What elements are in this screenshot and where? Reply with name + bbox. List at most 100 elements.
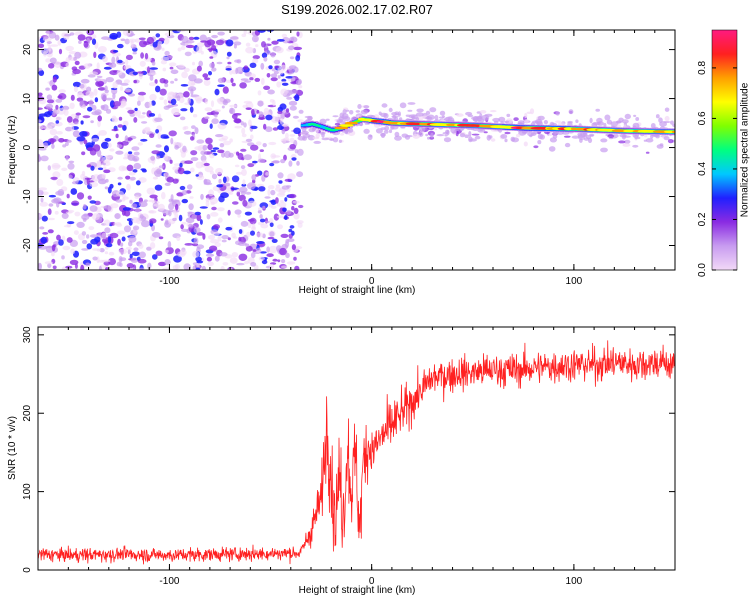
noise-cell (264, 220, 270, 224)
noise-cell (295, 55, 301, 62)
signal-band-cell (305, 123, 309, 126)
signal-halo-cell (549, 132, 553, 136)
noise-cell (154, 79, 158, 84)
noise-cell (190, 157, 199, 162)
signal-halo-cell (663, 136, 670, 141)
noise-cell (86, 243, 93, 250)
noise-cell (103, 169, 111, 174)
noise-cell (89, 205, 98, 212)
signal-halo-cell (430, 132, 434, 138)
noise-cell (245, 245, 253, 252)
signal-halo-cell (315, 128, 319, 134)
spectrogram-marks (38, 30, 675, 270)
noise-cell (70, 94, 75, 101)
noise-cell (277, 259, 281, 263)
noise-cell (261, 52, 268, 59)
signal-halo-cell (500, 134, 508, 139)
noise-cell (209, 56, 214, 59)
noise-cell (52, 111, 56, 116)
noise-cell (165, 105, 174, 108)
noise-cell (275, 46, 284, 54)
noise-cell (281, 82, 289, 86)
noise-cell (221, 235, 229, 240)
noise-cell (289, 65, 297, 69)
signal-halo-cell (483, 131, 488, 134)
noise-cell (198, 60, 203, 67)
noise-cell (234, 125, 243, 129)
noise-cell (242, 179, 246, 185)
noise-cell (117, 182, 122, 186)
noise-cell (259, 149, 264, 153)
noise-cell (220, 265, 225, 270)
noise-cell (245, 191, 252, 195)
spectrogram-background (38, 30, 675, 270)
noise-cell (179, 97, 185, 104)
noise-cell (51, 251, 55, 257)
noise-cell (208, 71, 212, 76)
noise-cell (104, 186, 109, 190)
signal-halo-cell (332, 115, 339, 118)
noise-cell (190, 136, 195, 141)
noise-cell (117, 176, 123, 180)
noise-cell (130, 257, 139, 263)
signal-halo-cell (380, 132, 386, 138)
noise-cell (70, 125, 75, 132)
signal-halo-cell (643, 139, 648, 142)
noise-cell (286, 96, 293, 100)
noise-cell (297, 222, 303, 228)
noise-cell (181, 228, 189, 232)
noise-cell (70, 248, 75, 255)
noise-cell (271, 68, 276, 72)
noise-cell (38, 113, 48, 117)
noise-cell (43, 125, 53, 130)
noise-cell (257, 158, 265, 163)
noise-cell (82, 203, 87, 210)
noise-cell (222, 99, 228, 106)
signal-halo-cell (334, 122, 341, 126)
noise-cell (207, 143, 213, 151)
noise-cell (224, 150, 231, 158)
noise-cell (40, 155, 49, 162)
noise-cell (182, 145, 187, 153)
noise-cell (205, 116, 210, 120)
noise-cell (275, 197, 279, 204)
noise-cell (46, 41, 52, 44)
noise-cell (48, 194, 57, 198)
noise-cell (271, 160, 280, 164)
noise-cell (50, 176, 58, 180)
noise-cell (48, 217, 55, 221)
noise-cell (192, 250, 200, 258)
noise-cell (238, 253, 248, 261)
noise-cell (107, 236, 112, 244)
noise-cell (123, 225, 132, 233)
noise-cell (201, 265, 206, 270)
noise-cell (293, 256, 297, 261)
noise-cell (40, 48, 49, 55)
x-tick-label: 100 (566, 576, 583, 587)
noise-cell (86, 234, 90, 239)
noise-cell (208, 189, 215, 197)
noise-cell (118, 248, 128, 255)
noise-cell (79, 131, 88, 137)
noise-cell (195, 256, 202, 262)
noise-cell (111, 56, 116, 64)
noise-cell (137, 142, 143, 146)
noise-cell (83, 63, 91, 69)
noise-cell (215, 134, 224, 138)
noise-cell (121, 98, 127, 105)
noise-cell (266, 246, 270, 253)
noise-cell (234, 209, 242, 215)
noise-cell (288, 193, 297, 199)
noise-cell (203, 182, 213, 186)
signal-halo-cell (308, 127, 316, 133)
noise-cell (199, 219, 203, 225)
noise-cell (96, 75, 103, 79)
noise-cell (124, 38, 130, 45)
noise-cell (150, 72, 157, 76)
noise-cell (93, 88, 98, 96)
signal-halo-cell (583, 137, 590, 141)
noise-cell (164, 259, 171, 266)
noise-cell (164, 249, 169, 254)
noise-cell (188, 223, 194, 228)
noise-cell (222, 86, 229, 94)
